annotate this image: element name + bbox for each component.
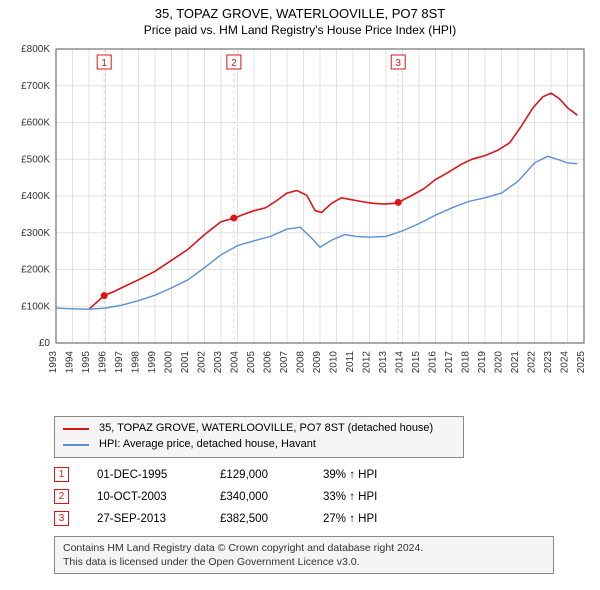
svg-text:£200K: £200K [21, 265, 50, 276]
legend-label: 35, TOPAZ GROVE, WATERLOOVILLE, PO7 8ST … [99, 421, 433, 437]
sale-price: £382,500 [220, 513, 295, 525]
svg-text:2017: 2017 [444, 351, 455, 374]
sale-diff: 39% ↑ HPI [323, 469, 413, 481]
svg-text:2020: 2020 [494, 351, 505, 374]
svg-text:2014: 2014 [395, 351, 406, 374]
legend-row-hpi: HPI: Average price, detached house, Hava… [63, 437, 455, 453]
legend-swatch [63, 444, 89, 446]
svg-text:2025: 2025 [576, 351, 587, 374]
svg-text:2000: 2000 [164, 351, 175, 374]
sale-price: £129,000 [220, 469, 295, 481]
svg-text:2008: 2008 [296, 351, 307, 374]
svg-text:2010: 2010 [329, 351, 340, 374]
legend-row-price-paid: 35, TOPAZ GROVE, WATERLOOVILLE, PO7 8ST … [63, 421, 455, 437]
svg-text:1996: 1996 [98, 351, 109, 374]
svg-text:£400K: £400K [21, 191, 50, 202]
chart-title: 35, TOPAZ GROVE, WATERLOOVILLE, PO7 8ST [8, 6, 592, 21]
legend-label: HPI: Average price, detached house, Hava… [99, 437, 316, 453]
sale-date: 01-DEC-1995 [97, 469, 192, 481]
svg-text:1994: 1994 [65, 351, 76, 374]
sale-diff: 33% ↑ HPI [323, 491, 413, 503]
svg-text:1993: 1993 [48, 351, 59, 374]
svg-text:2023: 2023 [543, 351, 554, 374]
chart-svg: £0 £100K £200K £300K £400K £500K £600K £700K £80… [8, 43, 592, 408]
svg-text:1997: 1997 [114, 351, 125, 374]
sale-date: 27-SEP-2013 [97, 513, 192, 525]
sale-price: £340,000 [220, 491, 295, 503]
chart-container: 35, TOPAZ GROVE, WATERLOOVILLE, PO7 8ST … [0, 0, 600, 582]
svg-text:£0: £0 [39, 338, 51, 349]
sales-row: 3 27-SEP-2013 £382,500 27% ↑ HPI [54, 508, 592, 530]
svg-text:£500K: £500K [21, 154, 50, 165]
chart-subtitle: Price paid vs. HM Land Registry's House … [8, 23, 592, 37]
svg-text:£800K: £800K [21, 44, 50, 55]
footnote-line: Contains HM Land Registry data © Crown c… [63, 541, 545, 555]
svg-text:2: 2 [231, 58, 237, 69]
svg-text:3: 3 [395, 58, 401, 69]
sale-date: 10-OCT-2003 [97, 491, 192, 503]
svg-text:2002: 2002 [197, 351, 208, 374]
svg-text:2019: 2019 [477, 351, 488, 374]
svg-text:2004: 2004 [230, 351, 241, 374]
svg-text:2011: 2011 [345, 351, 356, 373]
svg-text:2012: 2012 [362, 351, 373, 374]
svg-text:2013: 2013 [378, 351, 389, 374]
svg-text:1998: 1998 [131, 351, 142, 374]
svg-text:£300K: £300K [21, 228, 50, 239]
legend-swatch [63, 428, 89, 430]
svg-text:2001: 2001 [180, 351, 191, 374]
sales-table: 1 01-DEC-1995 £129,000 39% ↑ HPI 2 10-OC… [54, 464, 592, 530]
svg-text:2022: 2022 [527, 351, 538, 374]
price-chart: £0 £100K £200K £300K £400K £500K £600K £700K £80… [8, 43, 592, 408]
svg-text:2018: 2018 [461, 351, 472, 374]
sale-marker-icon: 3 [54, 511, 69, 526]
svg-text:2009: 2009 [312, 351, 323, 374]
sale-marker-icon: 2 [54, 489, 69, 504]
svg-text:2007: 2007 [279, 351, 290, 374]
footnote-line: This data is licensed under the Open Gov… [63, 555, 545, 569]
svg-text:£600K: £600K [21, 118, 50, 129]
legend: 35, TOPAZ GROVE, WATERLOOVILLE, PO7 8ST … [54, 416, 464, 458]
svg-text:2015: 2015 [411, 351, 422, 374]
sales-row: 1 01-DEC-1995 £129,000 39% ↑ HPI [54, 464, 592, 486]
sale-diff: 27% ↑ HPI [323, 513, 413, 525]
svg-text:2024: 2024 [560, 351, 571, 374]
svg-text:1: 1 [101, 58, 107, 69]
svg-text:2005: 2005 [246, 351, 257, 374]
svg-text:1999: 1999 [147, 351, 158, 374]
svg-text:£100K: £100K [21, 301, 50, 312]
svg-text:2003: 2003 [213, 351, 224, 374]
svg-text:1995: 1995 [81, 351, 92, 374]
svg-text:2021: 2021 [510, 351, 521, 374]
svg-text:2006: 2006 [263, 351, 274, 374]
svg-text:2016: 2016 [428, 351, 439, 374]
footnote: Contains HM Land Registry data © Crown c… [54, 536, 554, 574]
sales-row: 2 10-OCT-2003 £340,000 33% ↑ HPI [54, 486, 592, 508]
sale-marker-icon: 1 [54, 467, 69, 482]
svg-text:£700K: £700K [21, 81, 50, 92]
